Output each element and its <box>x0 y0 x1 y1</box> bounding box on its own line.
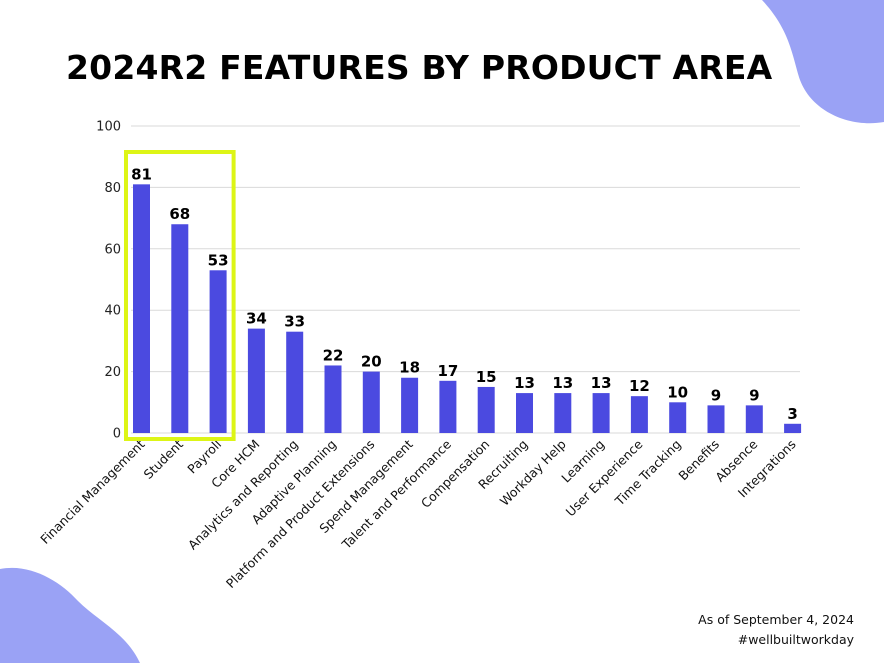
data-label: 9 <box>749 386 759 404</box>
bar <box>477 386 495 433</box>
bar <box>592 393 610 433</box>
x-tick-label: Financial Management <box>37 436 147 546</box>
bar <box>516 393 533 433</box>
data-label: 22 <box>323 346 344 364</box>
data-label: 13 <box>552 374 573 392</box>
x-tick-label: Workday Help <box>497 436 569 508</box>
data-label: 17 <box>437 362 458 380</box>
bar <box>133 184 150 433</box>
blob-shape <box>762 0 884 124</box>
x-tick-label: Compensation <box>418 437 492 511</box>
decorative-blob-top-right <box>762 0 884 124</box>
data-label: 81 <box>131 165 152 183</box>
data-label: 15 <box>476 368 497 386</box>
bar <box>669 402 687 433</box>
data-label: 13 <box>591 374 612 392</box>
y-tick-label: 100 <box>96 120 121 135</box>
highlight-box <box>124 150 236 441</box>
bar <box>554 393 572 433</box>
bar <box>784 423 802 433</box>
data-label: 68 <box>169 205 190 223</box>
bar <box>209 270 227 433</box>
data-label: 18 <box>399 359 420 377</box>
data-label: 10 <box>667 383 688 401</box>
bar <box>362 371 380 433</box>
bar <box>247 328 265 433</box>
blob-shape <box>0 567 140 663</box>
y-tick-label: 40 <box>104 304 121 319</box>
bar <box>707 405 725 433</box>
footer-date: As of September 4, 2024 <box>698 612 854 627</box>
bar <box>324 365 342 433</box>
y-tick-label: 80 <box>104 181 121 196</box>
data-label: 13 <box>514 374 535 392</box>
decorative-blob-bottom-left <box>0 567 140 663</box>
bar <box>286 331 304 433</box>
bar <box>401 377 419 433</box>
footer-hashtag: #wellbuiltworkday <box>737 632 854 647</box>
y-tick-label: 0 <box>113 427 121 442</box>
data-label: 53 <box>208 251 229 269</box>
y-tick-label: 20 <box>104 365 121 380</box>
data-label: 33 <box>284 313 305 331</box>
data-label: 9 <box>711 386 721 404</box>
data-label: 12 <box>629 377 650 395</box>
bar <box>439 380 457 433</box>
x-tick-label: Student <box>141 436 186 481</box>
data-label: 3 <box>787 405 797 423</box>
x-tick-label: Time Tracking <box>611 437 684 510</box>
data-label: 34 <box>246 310 267 328</box>
bar <box>171 224 189 433</box>
y-tick-label: 60 <box>104 242 121 257</box>
data-label: 20 <box>361 353 382 371</box>
bar <box>745 405 763 433</box>
bar <box>630 396 648 433</box>
chart-title: 2024R2 FEATURES BY PRODUCT AREA <box>66 48 773 87</box>
